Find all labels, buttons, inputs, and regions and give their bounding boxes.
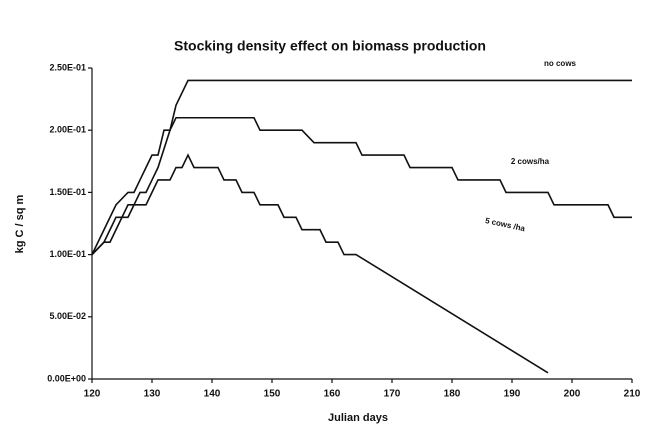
y-tick-label: 0.00E+00 <box>47 373 86 383</box>
x-tick-label: 140 <box>204 389 221 400</box>
series-line <box>91 79 632 255</box>
y-tick-label: 5.00E-02 <box>49 311 86 321</box>
chart-title: Stocking density effect on biomass produ… <box>174 38 486 54</box>
series-line <box>91 116 632 256</box>
x-axis-label: Julian days <box>328 412 388 424</box>
y-tick-label: 1.00E-01 <box>49 249 86 259</box>
x-tick-label: 150 <box>264 389 281 400</box>
x-tick-label: 170 <box>384 389 401 400</box>
x-tick-label: 190 <box>504 389 521 400</box>
series-label: no cows <box>544 59 577 68</box>
x-tick-label: 210 <box>624 389 641 400</box>
series-line <box>91 153 549 374</box>
series-label: 5 cows /ha <box>484 216 526 233</box>
y-axis-label: kg C / sq m <box>14 194 26 253</box>
y-tick-label: 2.00E-01 <box>49 125 86 135</box>
y-tick-label: 2.50E-01 <box>49 62 86 72</box>
x-tick-label: 200 <box>564 389 581 400</box>
y-tick-label: 1.50E-01 <box>49 187 86 197</box>
series-label: 2 cows/ha <box>511 157 550 166</box>
x-tick-label: 160 <box>324 389 341 400</box>
x-tick-label: 180 <box>444 389 461 400</box>
x-tick-label: 120 <box>84 389 101 400</box>
x-tick-label: 130 <box>144 389 161 400</box>
